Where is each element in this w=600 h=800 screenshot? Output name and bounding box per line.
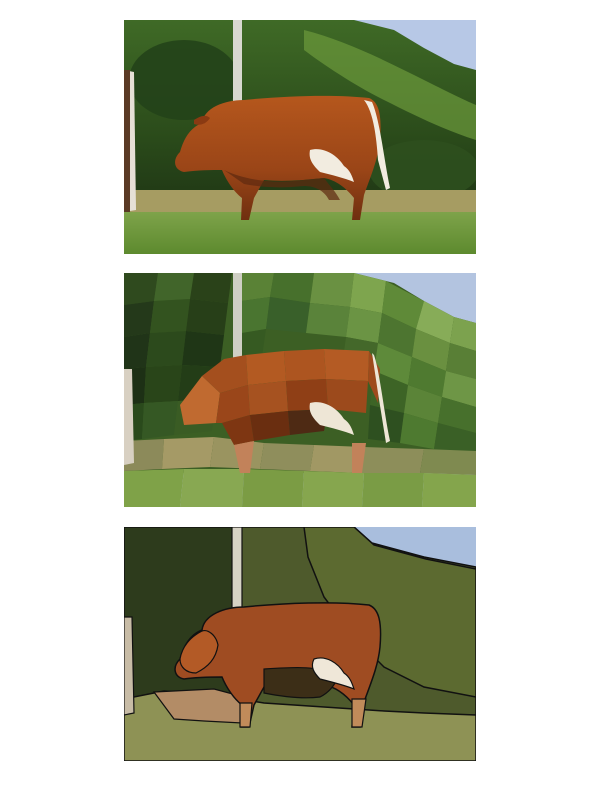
olive-region (303, 527, 476, 698)
segmentation-panel (124, 527, 476, 761)
grass (124, 212, 476, 254)
cow-white-patch (309, 402, 354, 435)
pole (233, 273, 242, 361)
original-photo (124, 20, 476, 254)
cow-leg-region (351, 698, 367, 728)
superpixel-image (124, 273, 476, 507)
cow-tail (372, 353, 390, 443)
segmentation-image (124, 527, 476, 761)
original-photo-panel (124, 20, 476, 254)
bush (129, 40, 239, 120)
hill-highlight (304, 30, 476, 140)
pole (233, 20, 242, 150)
pole-region (231, 527, 243, 614)
left-animal-region (124, 616, 135, 716)
left-animal (124, 369, 134, 465)
cow (175, 95, 390, 220)
superpixel-panel (124, 273, 476, 507)
cow-head-region (179, 630, 219, 674)
left-animal-shadow (124, 70, 130, 212)
cow-white-region (311, 657, 355, 691)
cow-cells (180, 349, 380, 473)
bush (369, 140, 476, 200)
cow-leg-region (239, 702, 253, 728)
